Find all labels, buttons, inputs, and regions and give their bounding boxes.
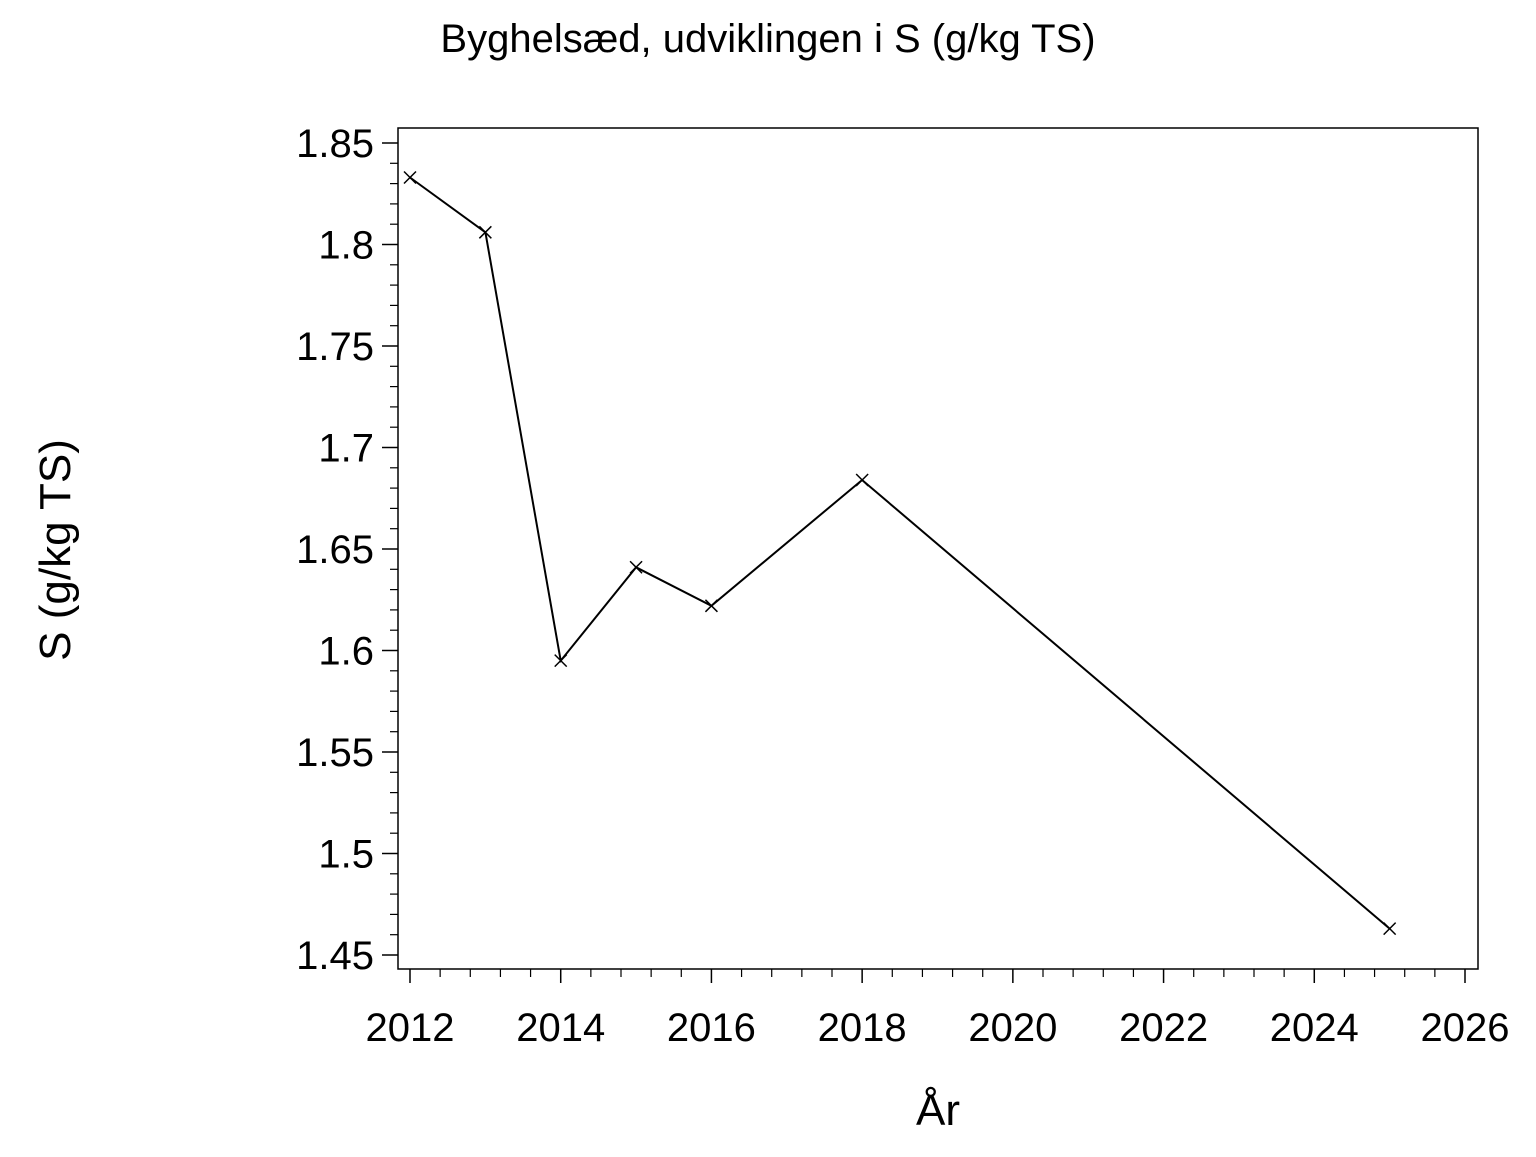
y-tick-label: 1.5 xyxy=(318,833,374,877)
y-axis-title: S (g/kg TS) xyxy=(31,439,80,661)
y-tick-label: 1.45 xyxy=(296,934,374,978)
data-point-marker xyxy=(704,599,718,613)
x-tick-label: 2020 xyxy=(968,1006,1057,1050)
marker-stroke xyxy=(403,170,417,185)
x-tick-label: 2026 xyxy=(1421,1006,1510,1050)
x-axis-title: År xyxy=(916,1086,960,1135)
x-axis: 2012 2014 2016 2018 2020 2022 2024 2026 xyxy=(366,969,1510,1050)
marker-stroke xyxy=(629,560,643,574)
y-axis: 1.45 1.5 1.55 1.6 1.65 1.7 1.75 1.8 1.85 xyxy=(296,122,398,978)
chart-title: Byghelsæd, udviklingen i S (g/kg TS) xyxy=(440,17,1095,61)
x-tick-label: 2018 xyxy=(818,1006,907,1050)
y-tick-label: 1.55 xyxy=(296,731,374,775)
series-layer xyxy=(403,170,1397,936)
marker-stroke xyxy=(855,473,869,487)
plot-frame xyxy=(397,127,1479,970)
marker-stroke xyxy=(554,654,568,668)
y-tick-label: 1.8 xyxy=(318,224,374,268)
data-point-marker xyxy=(1383,922,1397,936)
data-point-marker xyxy=(478,225,492,239)
marker-stroke xyxy=(1383,922,1397,936)
y-tick-label: 1.7 xyxy=(318,427,374,471)
x-tick-label: 2016 xyxy=(667,1006,756,1050)
data-point-marker xyxy=(855,473,869,487)
x-tick-label: 2012 xyxy=(366,1006,455,1050)
marker-stroke xyxy=(478,225,492,239)
data-point-marker xyxy=(403,170,417,185)
y-tick-label: 1.6 xyxy=(318,630,374,674)
data-point-marker xyxy=(554,654,568,668)
series-line xyxy=(409,176,1391,930)
x-tick-label: 2022 xyxy=(1119,1006,1208,1050)
y-tick-label: 1.75 xyxy=(296,325,374,369)
data-point-marker xyxy=(629,560,643,574)
y-tick-label: 1.65 xyxy=(296,528,374,572)
y-tick-label: 1.85 xyxy=(296,122,374,166)
marker-stroke xyxy=(704,599,718,613)
x-tick-label: 2024 xyxy=(1270,1006,1359,1050)
x-tick-label: 2014 xyxy=(516,1006,605,1050)
